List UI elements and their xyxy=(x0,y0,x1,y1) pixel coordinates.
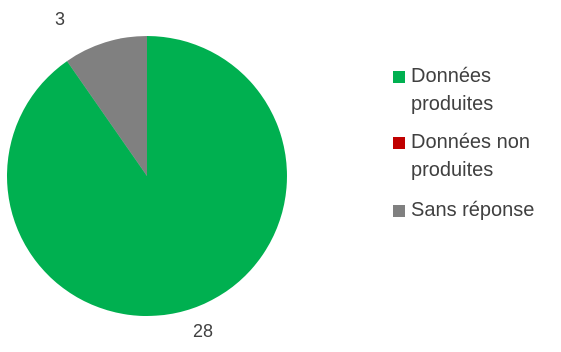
legend-label-sans-reponse: Sans réponse xyxy=(411,199,535,221)
legend-item-donnees-non-produites: Données non produites xyxy=(393,128,559,184)
legend-swatch-donnees-non-produites xyxy=(393,137,405,149)
pie-slice-sans-reponse xyxy=(67,36,147,176)
legend-swatch-donnees-produites xyxy=(393,71,405,83)
legend-swatch-sans-reponse xyxy=(393,205,405,217)
legend-item-sans-reponse: Sans réponse xyxy=(393,196,559,224)
legend-item-donnees-produites: Données produites xyxy=(393,62,559,118)
legend-label-donnees-produites: Données produites xyxy=(411,65,494,115)
data-label-donnees-produites: 28 xyxy=(193,321,213,341)
legend: Données produites Données non produites … xyxy=(393,62,559,234)
pie-slice-donnees-produites xyxy=(6,36,287,316)
pie-data-labels: 28 3 xyxy=(55,9,213,341)
data-label-sans-reponse: 3 xyxy=(55,9,65,29)
legend-label-donnees-non-produites: Données non produites xyxy=(411,131,530,181)
pie-slices xyxy=(6,36,287,316)
